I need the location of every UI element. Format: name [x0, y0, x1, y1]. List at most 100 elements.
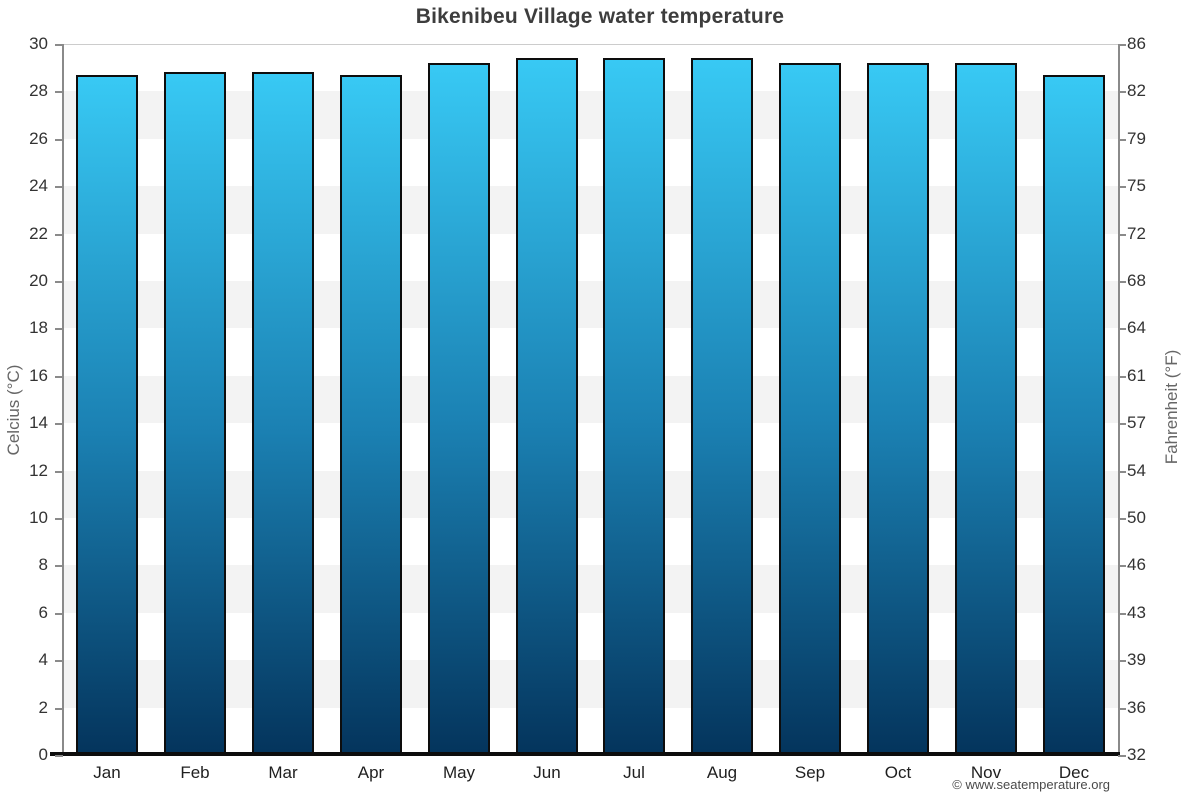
fahrenheit-tick-label: 79 [1127, 129, 1146, 148]
celsius-tick [55, 613, 63, 615]
celsius-tick [55, 471, 63, 473]
y-axis-label-celsius: Celcius (°C) [4, 364, 23, 456]
fahrenheit-tick-label: 50 [1127, 508, 1146, 527]
fahrenheit-tick-label: 46 [1127, 555, 1146, 574]
x-tick-label-feb: Feb [180, 763, 210, 782]
celsius-tick [55, 328, 63, 330]
bar-may [428, 63, 490, 755]
x-tick-label-sep: Sep [794, 763, 826, 782]
x-tick-label-jun: Jun [533, 763, 561, 782]
fahrenheit-tick-label: 54 [1127, 461, 1146, 480]
fahrenheit-tick [1118, 186, 1126, 188]
celsius-tick [55, 565, 63, 567]
fahrenheit-tick-label: 86 [1127, 34, 1146, 53]
x-tick-label-may: May [442, 763, 476, 782]
bar-oct [867, 63, 929, 755]
bar-mar [252, 72, 314, 755]
fahrenheit-tick-label: 61 [1127, 366, 1146, 385]
celsius-tick-label: 26 [29, 129, 48, 148]
fahrenheit-tick-label: 36 [1127, 698, 1146, 717]
celsius-tick-label: 14 [29, 413, 48, 432]
fahrenheit-tick [1118, 613, 1126, 615]
celsius-tick [55, 44, 63, 46]
celsius-tick-label: 24 [29, 176, 48, 195]
x-tick-label-nov: Nov [970, 763, 1002, 782]
x-tick-label-apr: Apr [357, 763, 385, 782]
background-band [63, 565, 1118, 613]
fahrenheit-tick [1118, 708, 1126, 710]
fahrenheit-tick [1118, 755, 1126, 757]
celsius-tick [55, 91, 63, 93]
celsius-tick [55, 376, 63, 378]
fahrenheit-tick-label: 68 [1127, 271, 1146, 290]
chart-title: Bikenibeu Village water temperature [415, 5, 785, 28]
right-axis-line [1118, 44, 1120, 755]
x-axis-line [50, 752, 1120, 756]
celsius-tick-label: 2 [38, 698, 48, 717]
background-band [63, 470, 1118, 518]
background-band [63, 375, 1118, 424]
fahrenheit-tick [1118, 660, 1126, 662]
x-tick-label-jan: Jan [93, 763, 121, 782]
celsius-tick [55, 755, 63, 757]
fahrenheit-tick [1118, 565, 1126, 567]
celsius-tick-label: 16 [29, 366, 48, 385]
bar-jun [516, 58, 578, 755]
background-band [63, 186, 1118, 234]
plot-area [63, 44, 1118, 755]
y-axis-label-fahrenheit: Fahrenheit (°F) [1162, 349, 1181, 465]
background-band [63, 91, 1118, 139]
background-band [63, 281, 1118, 329]
bar-apr [340, 75, 402, 755]
x-tick-label-mar: Mar [268, 763, 298, 782]
celsius-tick-label: 4 [38, 650, 48, 669]
celsius-tick-label: 6 [38, 603, 48, 622]
fahrenheit-tick-label: 32 [1127, 745, 1146, 764]
fahrenheit-tick-label: 43 [1127, 603, 1146, 622]
fahrenheit-tick-label: 39 [1127, 650, 1146, 669]
celsius-tick-label: 12 [29, 461, 48, 480]
copyright-text: © www.seatemperature.org [952, 777, 1110, 792]
bar-sep [779, 63, 841, 755]
celsius-tick-label: 20 [29, 271, 48, 290]
left-axis-line [62, 44, 64, 755]
celsius-tick-label: 0 [38, 745, 48, 764]
fahrenheit-tick-label: 57 [1127, 413, 1146, 432]
celsius-tick [55, 708, 63, 710]
background-band [63, 660, 1118, 708]
fahrenheit-tick [1118, 44, 1126, 46]
plot-top-gridline [63, 44, 1118, 45]
celsius-tick [55, 423, 63, 425]
x-tick-label-aug: Aug [706, 763, 738, 782]
bar-nov [955, 63, 1017, 755]
celsius-tick-label: 18 [29, 318, 48, 337]
fahrenheit-tick-label: 82 [1127, 81, 1146, 100]
bar-aug [691, 58, 753, 755]
celsius-tick-label: 8 [38, 555, 48, 574]
fahrenheit-tick-label: 64 [1127, 318, 1146, 337]
fahrenheit-tick [1118, 423, 1126, 425]
fahrenheit-tick [1118, 91, 1126, 93]
fahrenheit-tick-label: 75 [1127, 176, 1146, 195]
celsius-tick-label: 28 [29, 81, 48, 100]
bar-jan [76, 75, 138, 755]
fahrenheit-tick [1118, 471, 1126, 473]
fahrenheit-tick [1118, 376, 1126, 378]
celsius-tick [55, 281, 63, 283]
celsius-tick [55, 660, 63, 662]
celsius-tick [55, 186, 63, 188]
fahrenheit-tick [1118, 518, 1126, 520]
celsius-tick [55, 139, 63, 141]
x-tick-label-jul: Jul [623, 763, 645, 782]
fahrenheit-tick [1118, 234, 1126, 236]
celsius-tick-label: 10 [29, 508, 48, 527]
bar-jul [603, 58, 665, 755]
celsius-tick-label: 22 [29, 224, 48, 243]
fahrenheit-tick [1118, 139, 1126, 141]
x-tick-label-dec: Dec [1058, 763, 1090, 782]
fahrenheit-tick [1118, 281, 1126, 283]
bar-feb [164, 72, 226, 755]
celsius-tick [55, 234, 63, 236]
x-tick-label-oct: Oct [884, 763, 912, 782]
